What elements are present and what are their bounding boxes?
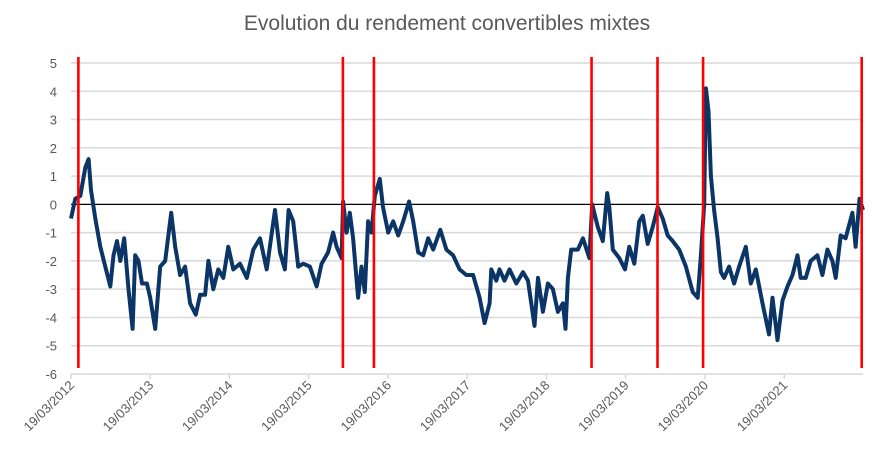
y-axis-ticks: 5 4 3 2 1 0 -1 -2 -3 -4 -5 -6 <box>45 56 57 382</box>
y-tick-label: -4 <box>45 310 57 325</box>
gridlines <box>71 62 863 375</box>
x-tick-label: 19/03/2014 <box>179 378 236 435</box>
y-tick-label: -3 <box>45 282 57 297</box>
x-tick-label: 19/03/2020 <box>655 378 712 435</box>
x-tick-label: 19/03/2016 <box>338 378 395 435</box>
y-tick-label: 2 <box>50 141 57 156</box>
x-axis-ticks: 19/03/2012 19/03/2013 19/03/2014 19/03/2015… <box>20 374 790 434</box>
vertical-markers <box>77 57 863 368</box>
series-line <box>69 86 865 343</box>
y-tick-label: -6 <box>45 367 57 382</box>
y-tick-label: -1 <box>45 226 57 241</box>
x-tick-label: 19/03/2017 <box>417 378 474 435</box>
y-tick-label: 5 <box>50 56 57 71</box>
y-tick-label: 3 <box>50 113 57 128</box>
x-tick-label: 19/03/2021 <box>734 378 791 435</box>
y-tick-label: -2 <box>45 254 57 269</box>
y-tick-label: 0 <box>50 197 57 212</box>
x-tick-label: 19/03/2019 <box>575 378 632 435</box>
y-tick-label: 4 <box>50 84 57 99</box>
x-tick-label: 19/03/2013 <box>100 378 157 435</box>
x-tick-label: 19/03/2015 <box>258 378 315 435</box>
chart-title: Evolution du rendement convertibles mixt… <box>243 12 651 35</box>
x-tick-label: 19/03/2012 <box>20 378 77 435</box>
y-tick-label: -5 <box>45 339 57 354</box>
y-tick-label: 1 <box>50 169 57 184</box>
x-tick-label: 19/03/2018 <box>496 378 553 435</box>
